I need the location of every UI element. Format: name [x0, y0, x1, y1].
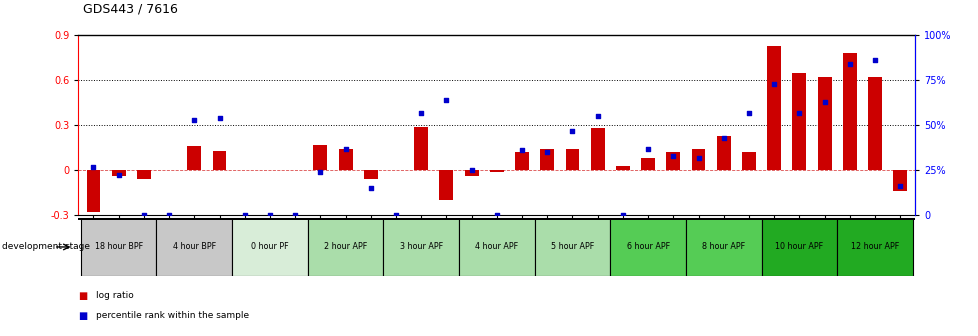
Text: 8 hour APF: 8 hour APF	[701, 243, 744, 251]
Text: GDS443 / 7616: GDS443 / 7616	[83, 2, 178, 15]
Bar	[842, 53, 856, 170]
Bar	[836, 218, 911, 276]
Bar	[111, 170, 125, 176]
Bar	[534, 218, 609, 276]
Bar	[716, 136, 730, 170]
Point	[262, 212, 278, 218]
Text: log ratio: log ratio	[96, 291, 134, 300]
Bar	[767, 46, 780, 170]
Point	[513, 148, 529, 153]
Point	[287, 212, 302, 218]
Point	[111, 173, 126, 178]
Point	[665, 153, 681, 158]
Bar	[465, 170, 478, 176]
Bar	[791, 73, 806, 170]
Point	[766, 81, 781, 86]
Bar	[867, 77, 881, 170]
Point	[740, 110, 756, 115]
Point	[715, 135, 731, 140]
Bar	[137, 170, 151, 179]
Text: 5 hour APF: 5 hour APF	[551, 243, 594, 251]
Point	[413, 110, 428, 115]
Point	[438, 97, 454, 103]
Point	[387, 212, 403, 218]
Text: 4 hour BPF: 4 hour BPF	[172, 243, 215, 251]
Bar	[609, 218, 686, 276]
Point	[464, 167, 479, 173]
Text: 10 hour APF: 10 hour APF	[775, 243, 822, 251]
Bar	[459, 218, 534, 276]
Point	[614, 212, 630, 218]
Text: 0 hour PF: 0 hour PF	[251, 243, 289, 251]
Bar	[439, 170, 453, 200]
Point	[363, 185, 378, 191]
Point	[892, 183, 908, 189]
Bar	[187, 146, 201, 170]
Text: ■: ■	[78, 311, 87, 321]
Point	[867, 58, 882, 63]
Bar	[81, 218, 156, 276]
Text: 4 hour APF: 4 hour APF	[474, 243, 518, 251]
Point	[690, 155, 706, 160]
Point	[488, 212, 504, 218]
Bar	[615, 166, 629, 170]
Point	[539, 150, 555, 155]
Point	[841, 61, 857, 67]
Bar	[383, 218, 459, 276]
Bar	[540, 149, 554, 170]
Point	[816, 99, 831, 104]
Bar	[761, 218, 836, 276]
Text: 6 hour APF: 6 hour APF	[626, 243, 669, 251]
Bar	[364, 170, 378, 179]
Bar	[817, 77, 830, 170]
Bar	[212, 151, 226, 170]
Point	[161, 212, 177, 218]
Bar	[666, 152, 680, 170]
Bar	[313, 144, 327, 170]
Point	[791, 110, 807, 115]
Point	[564, 128, 580, 133]
Bar	[156, 218, 232, 276]
Text: 18 hour BPF: 18 hour BPF	[95, 243, 143, 251]
Bar	[690, 149, 705, 170]
Bar	[489, 170, 504, 172]
Point	[211, 115, 227, 121]
Bar	[641, 158, 654, 170]
Text: percentile rank within the sample: percentile rank within the sample	[96, 311, 248, 320]
Bar	[307, 218, 383, 276]
Bar	[741, 152, 755, 170]
Text: 3 hour APF: 3 hour APF	[399, 243, 442, 251]
Bar	[86, 170, 101, 212]
Bar	[414, 127, 427, 170]
Bar	[232, 218, 307, 276]
Bar	[565, 149, 579, 170]
Point	[186, 117, 201, 122]
Text: 2 hour APF: 2 hour APF	[324, 243, 367, 251]
Bar	[514, 152, 528, 170]
Bar	[686, 218, 761, 276]
Point	[85, 164, 101, 169]
Bar	[892, 170, 907, 191]
Text: 12 hour APF: 12 hour APF	[850, 243, 898, 251]
Point	[237, 212, 252, 218]
Point	[312, 169, 328, 175]
Point	[640, 146, 655, 151]
Bar	[590, 128, 604, 170]
Text: development stage: development stage	[2, 243, 90, 251]
Point	[136, 212, 152, 218]
Text: ■: ■	[78, 291, 87, 301]
Point	[337, 146, 353, 151]
Bar	[338, 149, 352, 170]
Point	[590, 114, 605, 119]
